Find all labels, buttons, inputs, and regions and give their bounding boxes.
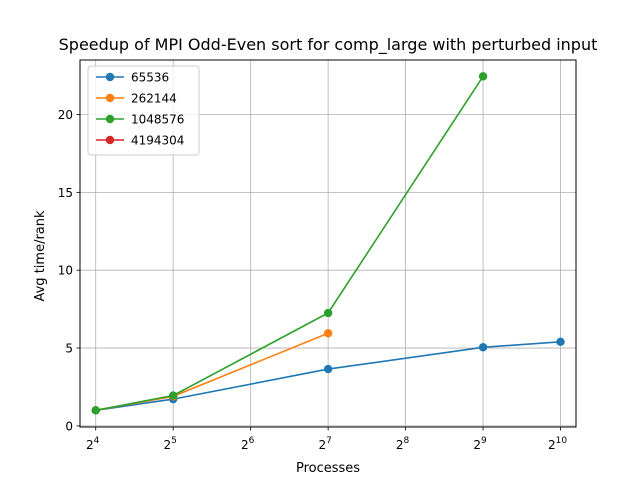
legend-box: [87, 65, 200, 156]
y-tick-label: 10: [58, 264, 73, 278]
y-axis-label: Avg time/rank: [33, 210, 48, 302]
x-tick-exponent: 5: [171, 436, 177, 446]
legend-marker-4194304: [105, 135, 115, 145]
data-point-262144: [323, 329, 333, 338]
legend-label: 262144: [131, 92, 177, 106]
data-point-65536: [556, 337, 565, 347]
y-tick-label: 20: [58, 108, 73, 122]
x-tick-exponent: 10: [556, 436, 568, 446]
data-point-1048576: [168, 391, 178, 400]
x-tick-exponent: 6: [249, 436, 255, 446]
legend-marker-65536: [105, 72, 115, 82]
x-tick-exponent: 8: [404, 436, 410, 446]
legend-label: 4194304: [131, 134, 184, 148]
data-point-1048576: [478, 72, 488, 81]
chart-title: Speedup of MPI Odd-Even sort for comp_la…: [59, 35, 598, 55]
legend-label: 1048576: [131, 113, 184, 127]
grid-lines: [80, 60, 576, 427]
y-axis-ticks: 0 5 10 15 20: [58, 108, 80, 433]
legend-marker-1048576: [105, 114, 115, 124]
data-point-65536: [323, 364, 333, 374]
y-tick-label: 15: [58, 186, 73, 200]
data-series: [91, 72, 565, 415]
legend-marker-262144: [105, 93, 115, 103]
x-tick-exponent: 9: [481, 436, 487, 446]
data-point-65536: [478, 343, 488, 352]
data-point-1048576: [323, 308, 333, 318]
y-tick-label: 5: [65, 342, 73, 356]
series-line-1048576: [95, 75, 484, 412]
legend-label: 65536: [131, 71, 169, 85]
x-tick-exponent: 7: [326, 436, 332, 446]
data-point-1048576: [91, 406, 100, 415]
x-tick-exponent: 4: [94, 436, 100, 446]
x-axis-label: Processes: [296, 461, 360, 476]
legend: 65536 262144 1048576 4194304: [87, 65, 200, 156]
y-tick-label: 0: [65, 419, 73, 433]
